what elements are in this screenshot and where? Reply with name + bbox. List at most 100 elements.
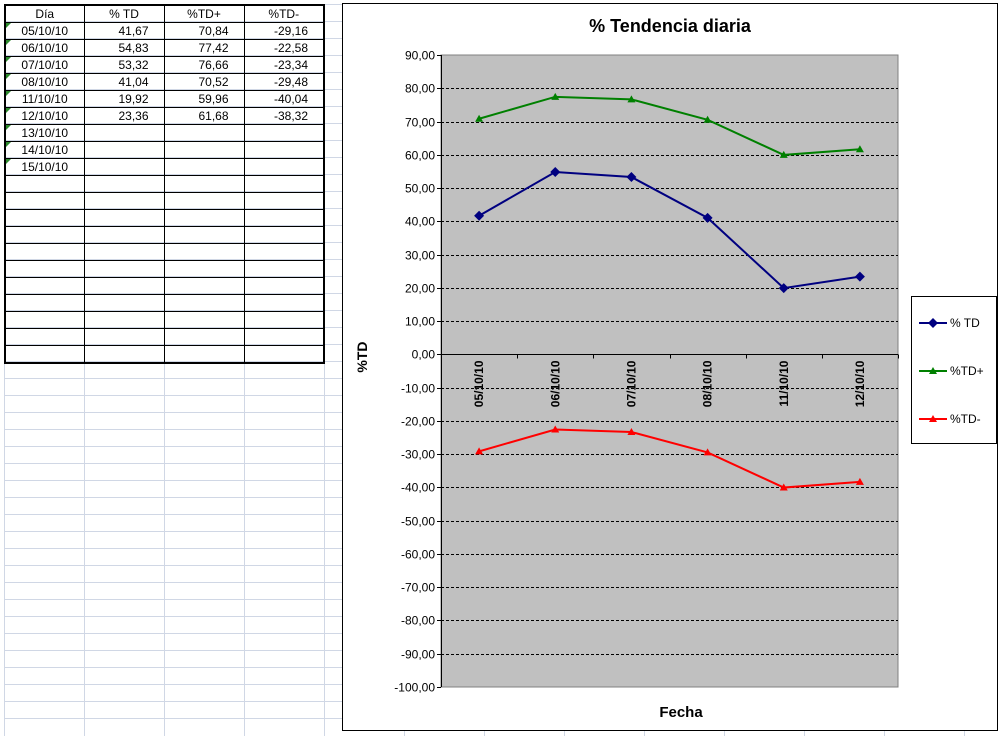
data-point-marker[interactable] [855, 145, 864, 153]
chart-area[interactable]: 90,00 80,00 70,00 60,00 50,00 40,00 30,00 20,00… [342, 3, 998, 731]
cell-td[interactable] [83, 158, 165, 176]
cell-td[interactable]: 41,67 [83, 22, 165, 40]
cell-dia[interactable] [4, 260, 85, 278]
cell-td-plus[interactable] [163, 209, 245, 227]
cell-dia[interactable] [4, 209, 85, 227]
cell-td-plus[interactable]: 61,68 [163, 107, 245, 125]
cell-td-minus[interactable] [243, 192, 325, 210]
data-point-marker[interactable] [475, 114, 484, 122]
cell-td-plus[interactable] [163, 328, 245, 346]
cell-td-minus[interactable] [243, 243, 325, 261]
cell-td-minus[interactable] [243, 345, 325, 364]
cell-td[interactable] [83, 243, 165, 261]
cell-td-minus[interactable]: -29,16 [243, 22, 325, 40]
data-point-marker[interactable] [627, 95, 636, 103]
cell-td[interactable] [83, 294, 165, 312]
cell-td-plus[interactable] [163, 175, 245, 193]
cell-dia[interactable] [4, 311, 85, 329]
series-line[interactable] [478, 95, 860, 156]
data-point-marker[interactable] [703, 448, 712, 456]
cell-td-plus[interactable] [163, 260, 245, 278]
data-point-marker[interactable] [627, 428, 636, 436]
cell-td-minus[interactable]: -38,32 [243, 107, 325, 125]
cell-td-plus[interactable] [163, 277, 245, 295]
series-1[interactable] [475, 92, 864, 158]
cell-td[interactable]: 54,83 [83, 39, 165, 57]
data-point-marker[interactable] [703, 115, 712, 123]
data-point-marker[interactable] [778, 283, 789, 294]
cell-td-minus[interactable] [243, 175, 325, 193]
data-point-marker[interactable] [929, 367, 937, 374]
cell-td-plus[interactable] [163, 243, 245, 261]
cell-td-plus[interactable] [163, 158, 245, 176]
cell-td[interactable] [83, 175, 165, 193]
cell-dia[interactable]: 07/10/10 [4, 56, 85, 74]
cell-td-minus[interactable]: -40,04 [243, 90, 325, 108]
chart-legend[interactable]: % TD %TD+ %TD- [911, 296, 997, 444]
header-dia[interactable]: Día [4, 4, 85, 23]
data-point-marker[interactable] [474, 210, 485, 221]
data-point-marker[interactable] [928, 318, 938, 328]
cell-td-plus[interactable]: 70,52 [163, 73, 245, 91]
cell-td-minus[interactable]: -29,48 [243, 73, 325, 91]
cell-td-minus[interactable] [243, 158, 325, 176]
data-point-marker[interactable] [551, 425, 560, 433]
data-point-marker[interactable] [626, 172, 637, 183]
cell-dia[interactable] [4, 277, 85, 295]
cell-dia[interactable] [4, 192, 85, 210]
cell-td[interactable] [83, 209, 165, 227]
cell-td-minus[interactable]: -22,58 [243, 39, 325, 57]
series-0[interactable] [474, 166, 865, 294]
series-2[interactable] [475, 425, 864, 491]
cell-td-plus[interactable] [163, 311, 245, 329]
cell-dia[interactable]: 12/10/10 [4, 107, 85, 125]
cell-dia[interactable] [4, 243, 85, 261]
cell-dia[interactable]: 06/10/10 [4, 39, 85, 57]
cell-dia[interactable]: 15/10/10 [4, 158, 85, 176]
data-point-marker[interactable] [475, 447, 484, 455]
data-point-marker[interactable] [855, 477, 864, 485]
cell-dia[interactable] [4, 328, 85, 346]
cell-td[interactable] [83, 277, 165, 295]
cell-td[interactable] [83, 141, 165, 159]
cell-td[interactable]: 23,36 [83, 107, 165, 125]
cell-dia[interactable] [4, 226, 85, 244]
cell-td-plus[interactable] [163, 192, 245, 210]
cell-td-plus[interactable] [163, 124, 245, 142]
data-point-marker[interactable] [702, 212, 713, 223]
data-point-marker[interactable] [854, 271, 865, 282]
cell-dia[interactable]: 14/10/10 [4, 141, 85, 159]
cell-dia[interactable]: 08/10/10 [4, 73, 85, 91]
cell-td[interactable] [83, 311, 165, 329]
cell-td-plus[interactable] [163, 294, 245, 312]
cell-td-minus[interactable] [243, 209, 325, 227]
cell-td[interactable] [83, 345, 165, 364]
cell-td[interactable] [83, 124, 165, 142]
cell-td-plus[interactable]: 70,84 [163, 22, 245, 40]
cell-td-minus[interactable] [243, 311, 325, 329]
cell-dia[interactable] [4, 345, 85, 364]
cell-td-plus[interactable]: 77,42 [163, 39, 245, 57]
cell-td[interactable] [83, 226, 165, 244]
cell-td[interactable]: 41,04 [83, 73, 165, 91]
series-line[interactable] [478, 428, 860, 489]
cell-td-minus[interactable] [243, 124, 325, 142]
data-point-marker[interactable] [779, 150, 788, 158]
header-td-plus[interactable]: %TD+ [163, 4, 245, 23]
cell-td-minus[interactable] [243, 260, 325, 278]
cell-td-minus[interactable] [243, 141, 325, 159]
cell-td[interactable] [83, 192, 165, 210]
cell-dia[interactable] [4, 294, 85, 312]
cell-td[interactable]: 53,32 [83, 56, 165, 74]
data-point-marker[interactable] [779, 483, 788, 491]
data-point-marker[interactable] [929, 415, 937, 422]
cell-td-minus[interactable]: -23,34 [243, 56, 325, 74]
cell-td-minus[interactable] [243, 226, 325, 244]
header-td-minus[interactable]: %TD- [243, 4, 325, 23]
cell-td-plus[interactable] [163, 141, 245, 159]
cell-td-plus[interactable]: 76,66 [163, 56, 245, 74]
cell-td-minus[interactable] [243, 277, 325, 295]
cell-td-plus[interactable]: 59,96 [163, 90, 245, 108]
cell-td-minus[interactable] [243, 294, 325, 312]
data-point-marker[interactable] [550, 166, 561, 177]
